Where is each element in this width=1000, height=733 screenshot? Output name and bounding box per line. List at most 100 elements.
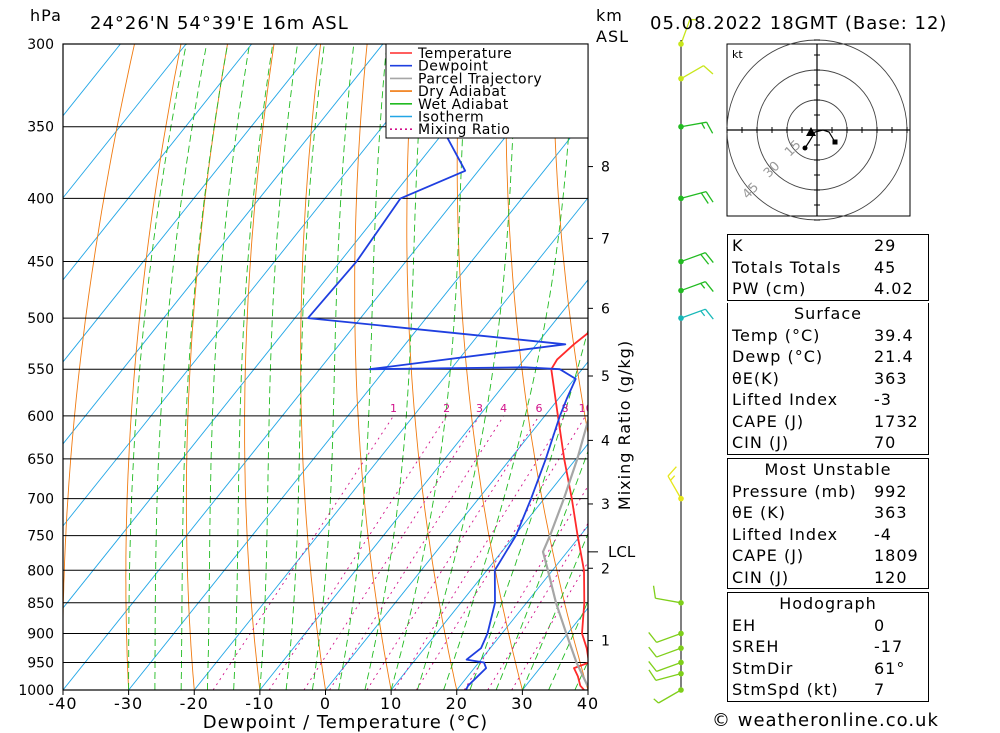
hodo-row: SREH -17 (732, 637, 904, 656)
temperature-tick-label: 30 (511, 694, 533, 713)
mixing-ratio-label: 6 (535, 402, 542, 415)
isotherm-line (63, 44, 187, 199)
mu-row: CIN (J) 120 (732, 567, 908, 587)
hodograph-table: Hodograph EH 0 SREH -17 StmDir 61° StmSpd (… (727, 592, 929, 702)
temperature-tick-label: 40 (577, 694, 599, 713)
surface-row: Temp (°C) 39.4 (732, 325, 914, 345)
dry-adiabat-line (925, 44, 1000, 690)
x-axis-label: Dewpoint / Temperature (°C) (203, 712, 488, 733)
wind-barb-flag (648, 632, 658, 643)
pressure-tick-label: 450 (27, 255, 54, 271)
km-tick-label: 8 (601, 160, 610, 176)
indices-table: K 29 Totals Totals 45 PW (cm) 4.02 (727, 234, 929, 301)
wind-barb-flag (703, 65, 714, 75)
hodograph-start-dot (802, 145, 808, 151)
km-tick-label: 3 (601, 497, 610, 513)
wind-barb-half-flag (670, 475, 676, 481)
km-unit-label: km (596, 6, 623, 25)
temperature-tick-label: 20 (446, 694, 468, 713)
isotherm-line (325, 361, 588, 690)
mixing-ratio-line (329, 415, 505, 690)
pressure-tick-label: 700 (27, 492, 54, 508)
isotherm-line (63, 44, 318, 363)
isotherm-line (456, 525, 588, 690)
wind-barb-flag (700, 192, 709, 204)
temperature-tick-label: -40 (48, 694, 77, 713)
most-unstable-table: Most Unstable Pressure (mb) 992 θE (K) 363… (727, 458, 929, 589)
wind-barb-half-flag (653, 698, 659, 704)
isotherm-line (63, 44, 253, 281)
wind-barb-flag (652, 585, 657, 599)
wind-barb-dot (678, 287, 684, 294)
surface-row: θE(K) 363 (732, 368, 908, 388)
wind-barb-staff (680, 65, 704, 80)
pressure-tick-label: 350 (27, 120, 54, 136)
surface-row: Dewp (°C) 21.4 (732, 347, 914, 366)
hodo-row: EH 0 (732, 615, 886, 635)
mu-row: θE (K) 363 (732, 503, 908, 522)
station-location: 24°26'N 54°39'E 16m ASL (90, 13, 349, 34)
mixing-ratio-label: 25 (668, 402, 682, 415)
legend-box (385, 43, 589, 139)
mixing-ratio-label: 10 (579, 402, 593, 415)
most-unstable-title: Most Unstable (764, 460, 892, 479)
wind-barb-staff (667, 475, 682, 499)
isotherm-line (63, 44, 515, 609)
temperature-tick-label: 0 (320, 694, 331, 713)
hodo-row: StmDir 61° (732, 658, 906, 678)
temperature-tick-label: -20 (180, 694, 209, 713)
km-tick-label: 4 (601, 433, 610, 449)
wind-barb-flag (648, 669, 657, 681)
wind-barb-flag (704, 252, 714, 263)
surface-row: CAPE (J) 1732 (732, 411, 919, 431)
wind-barb-staff (680, 281, 706, 292)
pressure-tick-label: 400 (27, 191, 54, 207)
wind-barb-staff (655, 597, 682, 604)
wind-barb-staff (680, 308, 706, 319)
mixing-ratio-line (268, 415, 447, 690)
mixing-ratio-label: 2 (443, 402, 450, 415)
km-tick-label: 2 (601, 561, 610, 577)
legend-entry: Dry Adiabat (418, 84, 506, 100)
km-tick-label: 1 (601, 634, 610, 650)
surface-title: Surface (794, 304, 862, 323)
wind-barb-staff (656, 647, 682, 658)
wind-barb-flag (706, 121, 714, 134)
isotherm-line (193, 197, 588, 690)
legend-entry: Mixing Ratio (418, 122, 510, 138)
mixing-ratio-label: 20 (646, 402, 660, 415)
temperature-profile (550, 331, 588, 690)
isotherm-line (63, 44, 384, 445)
pressure-tick-label: 950 (27, 655, 54, 671)
legend-entry: Isotherm (418, 110, 484, 126)
pressure-tick-label: 750 (27, 529, 54, 545)
hodograph-trace (804, 129, 836, 149)
parcel-trajectory-profile (541, 416, 588, 687)
storm-motion-marker (806, 127, 816, 136)
mixing-ratio-axis-label: Mixing Ratio (g/kg) (615, 340, 634, 510)
wind-barb-flag (704, 281, 714, 292)
pressure-tick-label: 900 (27, 626, 54, 642)
pressure-unit-label: hPa (30, 6, 62, 25)
wind-barb-staff (680, 252, 706, 263)
wind-barb-flag (648, 661, 658, 672)
pressure-tick-label: 800 (27, 563, 54, 579)
mixing-ratio-label: 1 (390, 402, 397, 415)
isotherm-line (390, 443, 588, 690)
dewpoint-profile (307, 71, 588, 690)
wet-adiabat-line (416, 44, 518, 690)
wet-adiabat-line (548, 600, 588, 690)
hodograph-end-marker (832, 139, 838, 145)
km-tick-label: 6 (601, 301, 610, 317)
wind-barb-staff (656, 661, 682, 672)
legend-entry: Dewpoint (418, 59, 489, 75)
lcl-label: LCL (608, 543, 636, 561)
hodo-row: StmSpd (kt) 7 (732, 680, 886, 699)
pressure-tick-label: 600 (27, 409, 54, 425)
pressure-tick-label: 850 (27, 596, 54, 612)
wind-barb-staff (656, 632, 682, 643)
wind-barb-half-flag (700, 310, 706, 317)
credit-link[interactable]: © weatheronline.co.uk (712, 710, 939, 731)
dry-adiabat-line (972, 44, 1000, 690)
